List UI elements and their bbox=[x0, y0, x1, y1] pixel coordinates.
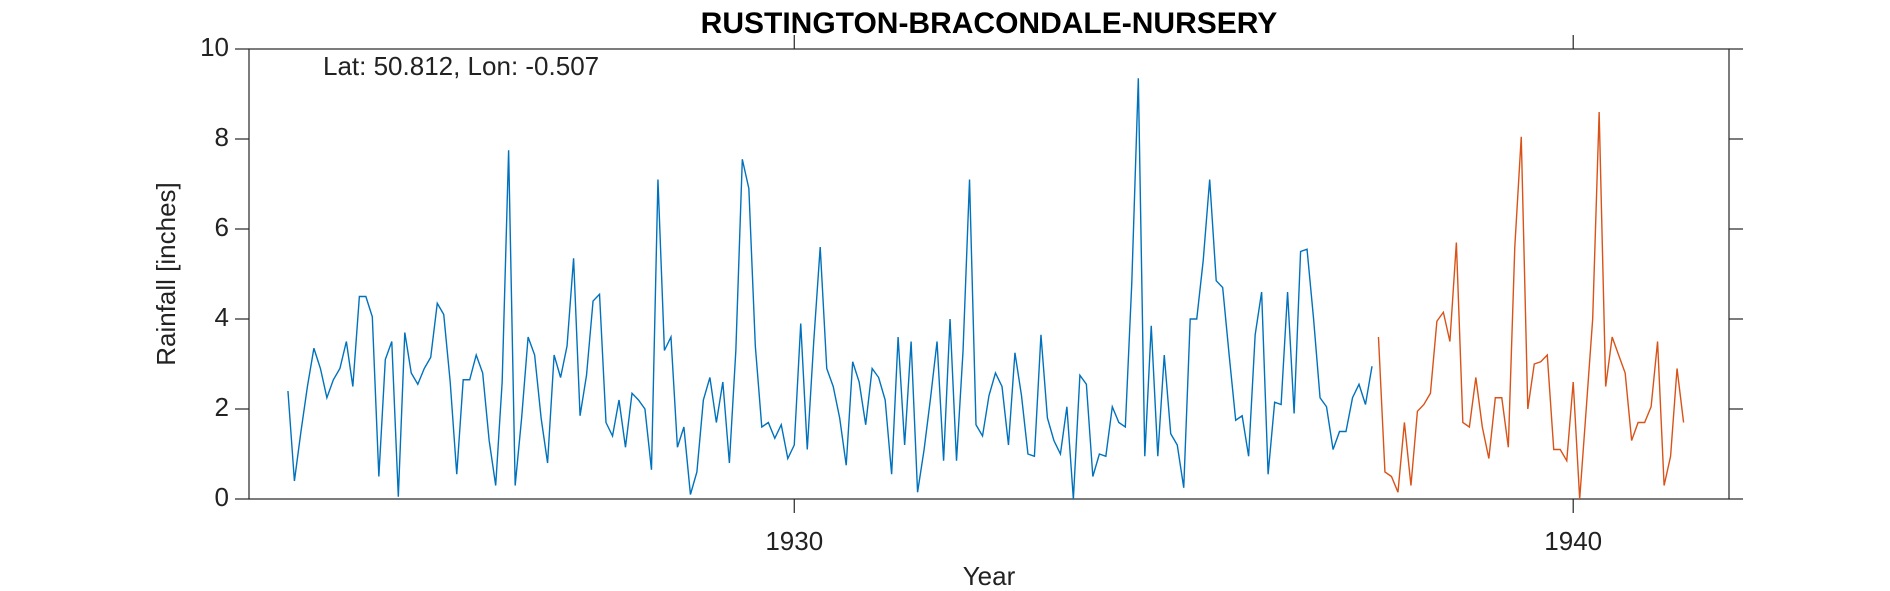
data-line bbox=[1377, 111, 1685, 500]
y-tick-label: 2 bbox=[215, 392, 229, 422]
y-axis-label: Rainfall [inches] bbox=[151, 182, 181, 366]
chart-title: RUSTINGTON-BRACONDALE-NURSERY bbox=[701, 7, 1278, 40]
y-tick-label: 6 bbox=[215, 212, 229, 242]
axes-box bbox=[248, 48, 1730, 500]
x-axis-label: Year bbox=[963, 561, 1016, 591]
annotation: Lat: 50.812, Lon: -0.507 bbox=[323, 51, 599, 81]
y-tick-label: 8 bbox=[215, 122, 229, 152]
y-tick-label: 10 bbox=[200, 32, 229, 62]
x-tick-label: 1940 bbox=[1544, 526, 1602, 556]
x-tick-label: 1930 bbox=[765, 526, 823, 556]
y-tick-label: 0 bbox=[215, 482, 229, 512]
y-tick-label: 4 bbox=[215, 302, 229, 332]
data-line bbox=[287, 78, 1373, 500]
